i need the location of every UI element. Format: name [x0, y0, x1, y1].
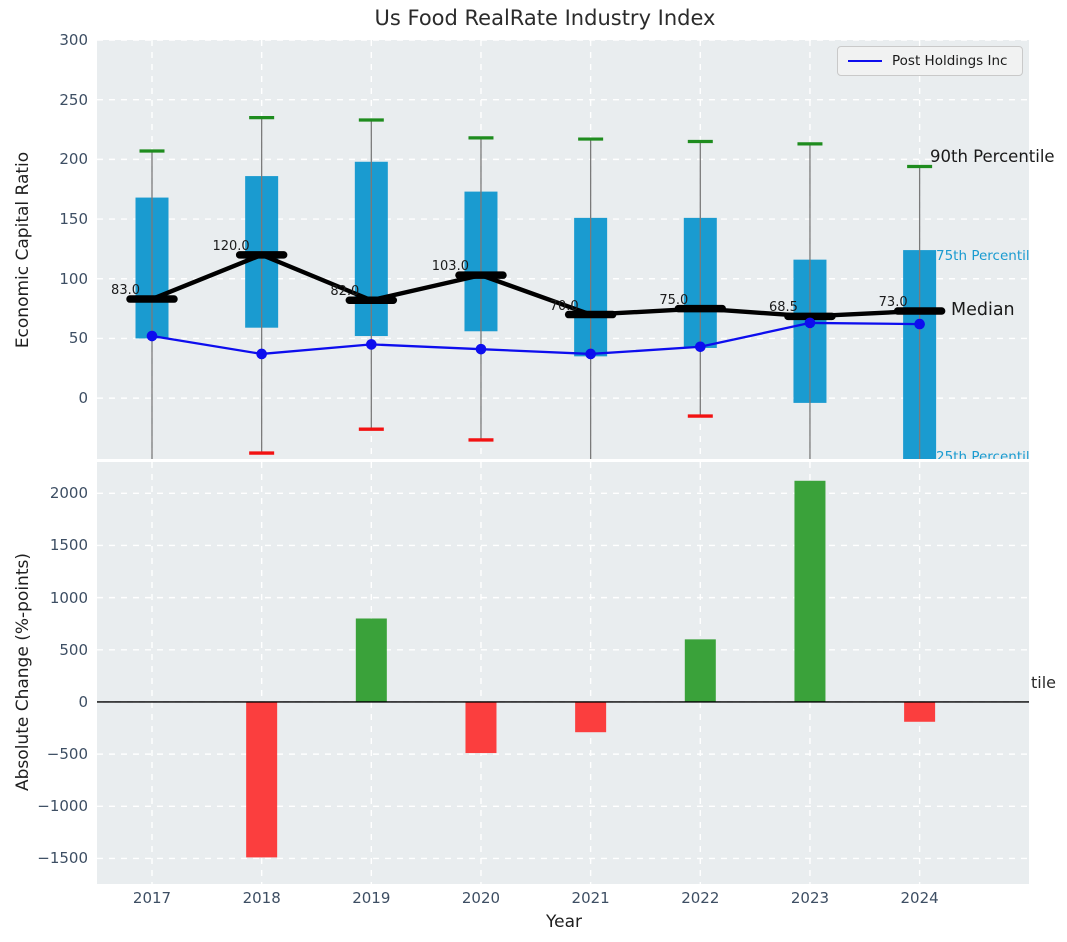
top-ytick-label: 300 — [59, 31, 88, 49]
legend-line-icon — [848, 60, 882, 62]
bottom-ytick-label: −500 — [46, 745, 88, 764]
company-point-2020 — [475, 343, 487, 355]
median-value-label: 68.5 — [769, 300, 798, 316]
bar-2022 — [684, 639, 716, 702]
top-ytick-label: 250 — [59, 90, 88, 109]
bar-2023 — [794, 480, 826, 702]
median-value-label: 73.0 — [878, 294, 908, 310]
boxplot-canvas — [97, 40, 1029, 459]
median-value-label: 83.0 — [111, 283, 140, 299]
company-point-2024 — [914, 318, 925, 330]
company-point-2021 — [585, 348, 596, 360]
xtick-label-2023: 2023 — [790, 889, 830, 907]
bar-2021 — [575, 701, 607, 733]
median-value-label: 103.0 — [431, 259, 469, 275]
legend: Post Holdings Inc — [837, 46, 1023, 76]
company-point-2017 — [146, 330, 158, 342]
bar-2019 — [355, 618, 387, 702]
bottom-ytick-label: 0 — [78, 692, 88, 711]
median-value-label: 120.0 — [212, 238, 250, 254]
xtick-label-2022: 2022 — [681, 889, 720, 907]
clipped-percentile-label: tile — [1031, 673, 1057, 692]
company-point-2018 — [256, 348, 267, 360]
median-value-label: 75.0 — [659, 292, 689, 308]
25th-percentile-label: 25th Percentile — [936, 449, 1029, 459]
75th-percentile-label: 75th Percentile — [936, 248, 1029, 264]
median-value-label: 70.0 — [549, 298, 579, 314]
xtick-label-2019: 2019 — [352, 889, 391, 907]
top-ytick-label: 100 — [59, 269, 88, 288]
company-point-2023 — [804, 317, 816, 329]
top-ytick-label: 0 — [78, 389, 88, 408]
company-line — [151, 321, 920, 356]
bar-2024 — [904, 701, 936, 722]
x-axis-label: Year — [546, 912, 582, 932]
chart-title: Us Food RealRate Industry Index — [374, 6, 716, 30]
top-ytick-label: 150 — [59, 210, 88, 229]
bottom-ytick-label: 1000 — [49, 588, 88, 607]
bar-2018 — [246, 701, 278, 858]
bottom-ytick-label: 1500 — [49, 536, 88, 555]
top-y-axis-label: Economic Capital Ratio — [13, 151, 33, 349]
bottom-ytick-label: 2000 — [49, 484, 88, 503]
bar-2020 — [465, 701, 497, 754]
top-ytick-label: 50 — [68, 329, 88, 348]
bar-chart-canvas — [97, 462, 1029, 884]
median-value-label: 82.0 — [330, 284, 360, 300]
xtick-label-2024: 2024 — [900, 889, 939, 907]
company-point-2022 — [695, 341, 706, 353]
bottom-ytick-label: 500 — [59, 640, 88, 659]
90th-percentile-label: 90th Percentile — [930, 147, 1055, 166]
bottom-ytick-label: −1000 — [37, 797, 88, 816]
company-point-2019 — [366, 339, 377, 350]
xtick-label-2018: 2018 — [242, 889, 281, 907]
top-ytick-label: 200 — [59, 150, 88, 169]
bottom-y-axis-label: Absolute Change (%-points) — [13, 553, 33, 791]
xtick-label-2020: 2020 — [461, 889, 501, 907]
top-panel: 75th Percentile 25th Percentile — [97, 40, 1029, 459]
xtick-label-2021: 2021 — [571, 889, 610, 907]
bottom-ytick-label: −1500 — [37, 849, 88, 868]
xtick-label-2017: 2017 — [132, 889, 172, 907]
legend-label: Post Holdings Inc — [892, 53, 1008, 69]
median-label: Median — [951, 300, 1015, 320]
bottom-panel — [97, 462, 1029, 884]
